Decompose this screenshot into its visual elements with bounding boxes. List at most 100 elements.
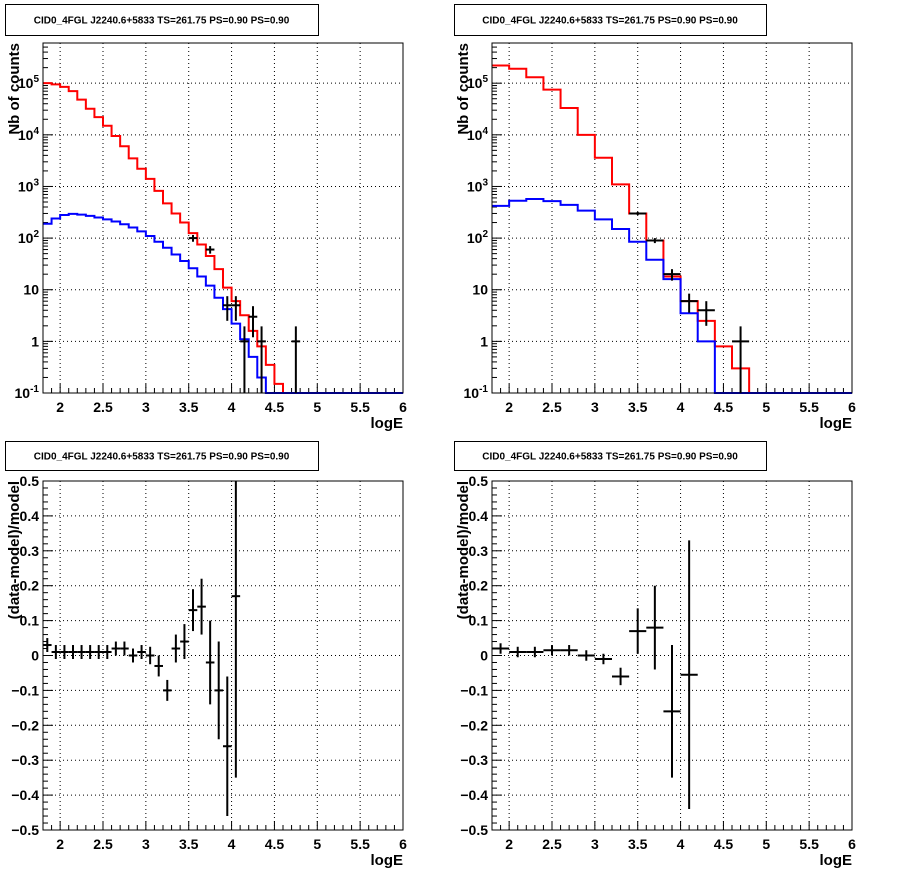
x-tick-label: 3.5 bbox=[628, 399, 648, 415]
y-tick-label: 102 bbox=[18, 229, 40, 246]
y-tick-label: −0.5 bbox=[11, 822, 39, 838]
x-tick-label: 4 bbox=[677, 399, 685, 415]
y-tick-label: −0.3 bbox=[460, 752, 488, 768]
x-tick-label: 3.5 bbox=[628, 836, 648, 852]
x-tick-label: 3 bbox=[142, 836, 150, 852]
y-tick-label: 0 bbox=[480, 648, 488, 664]
y-tick-label: 0.3 bbox=[469, 543, 489, 559]
x-tick-label: 4 bbox=[677, 836, 685, 852]
y-axis-label: Nb of counts bbox=[6, 43, 23, 135]
y-tick-label: 0.1 bbox=[20, 613, 40, 629]
chart-panel: CID0_4FGL J2240.6+5833 TS=261.75 PS=0.90… bbox=[5, 4, 407, 432]
y-tick-label: 0.5 bbox=[469, 473, 489, 489]
y-tick-label: 104 bbox=[18, 126, 40, 143]
y-axis-label: (data-model)/model bbox=[455, 481, 472, 619]
y-tick-label: −0.1 bbox=[11, 682, 39, 698]
chart-panel: CID0_4FGL J2240.6+5833 TS=261.75 PS=0.90… bbox=[454, 441, 856, 869]
x-tick-label: 5 bbox=[762, 836, 770, 852]
x-tick-label: 6 bbox=[848, 399, 856, 415]
x-tick-label: 4.5 bbox=[714, 836, 734, 852]
x-tick-label: 5.5 bbox=[799, 836, 819, 852]
background-histogram bbox=[492, 198, 852, 394]
x-tick-label: 3.5 bbox=[179, 836, 199, 852]
plot-frame bbox=[42, 480, 404, 831]
x-tick-label: 4 bbox=[228, 399, 236, 415]
x-tick-label: 6 bbox=[848, 836, 856, 852]
y-tick-label: 105 bbox=[467, 74, 489, 91]
plot-frame bbox=[42, 42, 404, 394]
y-tick-label: 0.2 bbox=[20, 578, 40, 594]
y-tick-label: 0 bbox=[31, 648, 39, 664]
y-tick-label: −0.2 bbox=[460, 717, 488, 733]
y-tick-label: −0.5 bbox=[460, 822, 488, 838]
title-box bbox=[454, 4, 767, 36]
y-tick-label: −0.1 bbox=[460, 682, 488, 698]
x-axis-label: logE bbox=[820, 415, 853, 432]
y-tick-label: 0.2 bbox=[469, 578, 489, 594]
x-axis-label: logE bbox=[820, 852, 853, 869]
x-tick-label: 5.5 bbox=[350, 836, 370, 852]
x-tick-label: 6 bbox=[399, 399, 407, 415]
chart-title: CID0_4FGL J2240.6+5833 TS=261.75 PS=0.90… bbox=[482, 16, 738, 27]
y-tick-label: 10-1 bbox=[15, 384, 40, 401]
x-tick-label: 3 bbox=[591, 836, 599, 852]
y-tick-label: 0.4 bbox=[20, 508, 40, 524]
y-tick-label: 10 bbox=[472, 282, 488, 298]
y-tick-label: 0.1 bbox=[469, 613, 489, 629]
title-box bbox=[5, 4, 319, 36]
plot-frame bbox=[491, 480, 853, 831]
y-tick-label: 10 bbox=[23, 282, 39, 298]
x-tick-label: 2 bbox=[56, 836, 64, 852]
chart-title: CID0_4FGL J2240.6+5833 TS=261.75 PS=0.90… bbox=[34, 452, 290, 463]
y-tick-label: 105 bbox=[18, 74, 40, 91]
chart-panel: CID0_4FGL J2240.6+5833 TS=261.75 PS=0.90… bbox=[454, 4, 856, 432]
chart-panel: CID0_4FGL J2240.6+5833 TS=261.75 PS=0.90… bbox=[5, 441, 407, 869]
title-box bbox=[5, 441, 319, 471]
x-tick-label: 5 bbox=[313, 836, 321, 852]
y-tick-label: 1 bbox=[480, 333, 488, 349]
x-tick-label: 5.5 bbox=[799, 399, 819, 415]
y-tick-label: 0.3 bbox=[20, 543, 40, 559]
background-histogram bbox=[43, 212, 403, 394]
x-tick-label: 2 bbox=[505, 836, 513, 852]
x-tick-label: 3 bbox=[591, 399, 599, 415]
y-axis-label: (data-model)/model bbox=[6, 481, 23, 619]
y-tick-label: 102 bbox=[467, 229, 489, 246]
x-tick-label: 5 bbox=[313, 399, 321, 415]
x-tick-label: 2.5 bbox=[542, 836, 562, 852]
y-tick-label: 0.5 bbox=[20, 473, 40, 489]
x-tick-label: 2 bbox=[56, 399, 64, 415]
y-tick-label: −0.3 bbox=[11, 752, 39, 768]
y-tick-label: 104 bbox=[467, 126, 489, 143]
y-tick-label: 1 bbox=[31, 333, 39, 349]
chart-title: CID0_4FGL J2240.6+5833 TS=261.75 PS=0.90… bbox=[34, 16, 290, 27]
chart-title: CID0_4FGL J2240.6+5833 TS=261.75 PS=0.90… bbox=[482, 452, 738, 463]
x-tick-label: 6 bbox=[399, 836, 407, 852]
x-tick-label: 5 bbox=[762, 399, 770, 415]
x-tick-label: 2.5 bbox=[93, 399, 113, 415]
x-tick-label: 4 bbox=[228, 836, 236, 852]
y-tick-label: −0.4 bbox=[11, 787, 39, 803]
x-tick-label: 3 bbox=[142, 399, 150, 415]
x-axis-label: logE bbox=[371, 415, 404, 432]
y-tick-label: 10-1 bbox=[464, 384, 489, 401]
x-tick-label: 2.5 bbox=[93, 836, 113, 852]
x-tick-label: 2 bbox=[505, 399, 513, 415]
y-tick-label: −0.2 bbox=[11, 717, 39, 733]
plot-frame bbox=[491, 42, 853, 394]
y-tick-label: 0.4 bbox=[469, 508, 489, 524]
x-tick-label: 5.5 bbox=[350, 399, 370, 415]
title-box bbox=[454, 441, 767, 471]
x-tick-label: 4.5 bbox=[265, 399, 285, 415]
y-tick-label: −0.4 bbox=[460, 787, 488, 803]
y-tick-label: 103 bbox=[467, 177, 489, 194]
model-histogram bbox=[492, 64, 852, 394]
y-axis-label: Nb of counts bbox=[455, 43, 472, 135]
y-tick-label: 103 bbox=[18, 177, 40, 194]
x-tick-label: 3.5 bbox=[179, 399, 199, 415]
x-tick-label: 2.5 bbox=[542, 399, 562, 415]
x-axis-label: logE bbox=[371, 852, 404, 869]
x-tick-label: 4.5 bbox=[265, 836, 285, 852]
x-tick-label: 4.5 bbox=[714, 399, 734, 415]
